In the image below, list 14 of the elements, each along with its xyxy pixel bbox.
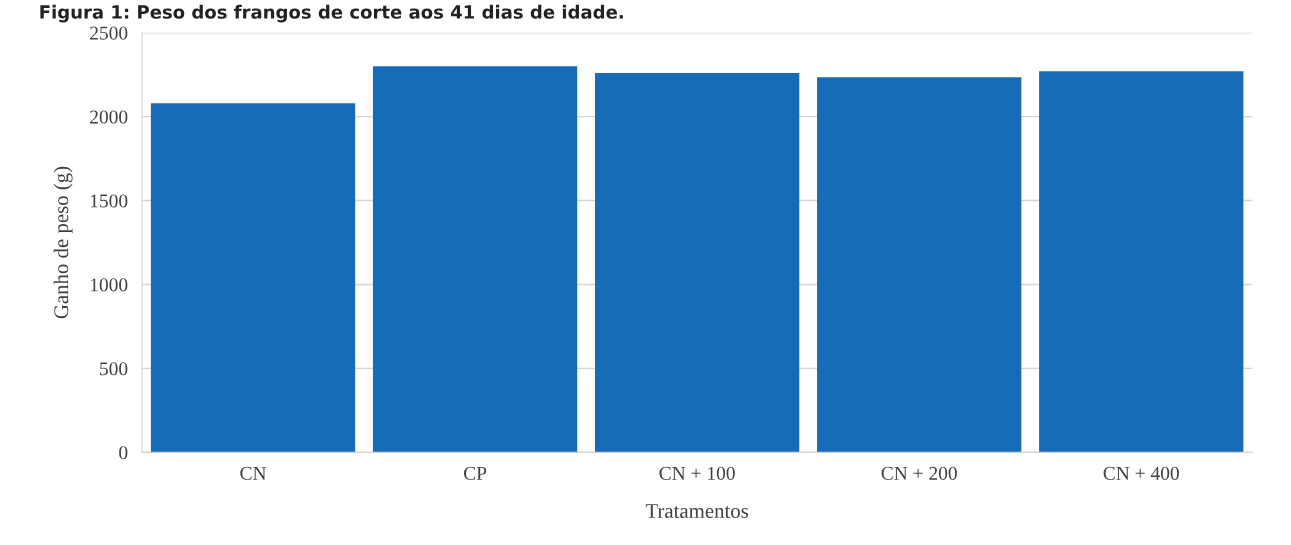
- x-tick-label: CP: [464, 466, 487, 480]
- y-tick-label: 1500: [90, 194, 128, 208]
- x-axis-title: Tratamentos: [645, 504, 749, 518]
- x-tick-label: CN + 100: [659, 466, 735, 480]
- y-tick-label: 0: [119, 446, 128, 460]
- y-tick-label: 2500: [90, 26, 128, 40]
- x-tick-label: CN: [240, 466, 267, 480]
- y-axis-title: Ganho de peso (g): [53, 166, 73, 319]
- y-tick-label: 2000: [90, 110, 128, 124]
- y-tick-label: 500: [100, 362, 128, 376]
- chart-title: Figura 1: Peso dos frangos de corte aos 41 dias de idade.: [40, 4, 623, 23]
- x-tick-label: CN + 200: [881, 466, 957, 480]
- x-tick-label: CN + 400: [1103, 466, 1179, 480]
- y-tick-label: 1000: [90, 278, 128, 292]
